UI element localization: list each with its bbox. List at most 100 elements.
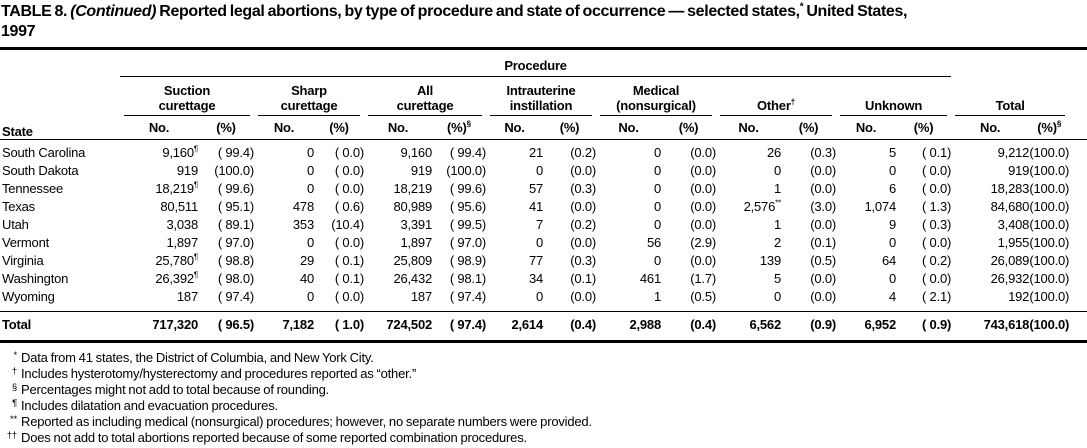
col-group-intrauterine-instillation: Intrauterine instillation [486, 77, 596, 116]
percent-cell: (0.5) [690, 289, 716, 304]
count-cell: 1,897 [400, 235, 432, 250]
count-cell: 9,160¶ [162, 144, 198, 160]
percent-cell: ( 0.1) [922, 145, 952, 160]
percent-cell: (2.9) [690, 235, 716, 250]
percent-cell: (0.0) [690, 199, 716, 214]
count-cell: 56 [646, 235, 661, 250]
percent-cell: (0.0) [810, 271, 836, 286]
count-cell: 9,160 [400, 145, 432, 160]
percent-cell: ( 95.1) [217, 199, 254, 214]
table-row: Vermont 1,897 ( 97.0) 0 ( 0.0) 1,897 ( 97.0) 0 (… [0, 234, 1087, 252]
col-header-no: No. [486, 116, 543, 140]
percent-cell: ( 97.0) [217, 235, 254, 250]
count-cell: 1 [773, 217, 781, 232]
count-cell: 0 [653, 145, 661, 160]
footnote-marker: ** [775, 198, 781, 208]
state-cell: Wyoming [2, 289, 55, 304]
title-continued: (Continued) [70, 3, 157, 20]
count-cell: 26,432 [393, 271, 432, 286]
percent-cell: (100.0) [1029, 235, 1070, 250]
percent-cell: (0.0) [570, 163, 596, 178]
percent-cell: (100.0) [1029, 253, 1070, 268]
count-cell: 1,955 [997, 235, 1030, 250]
table-row: Washington 26,392¶ ( 98.0) 40 ( 0.1) 26,432 ( … [0, 270, 1087, 288]
footnotes: * Data from 41 states, the District of Co… [0, 343, 1087, 448]
count-cell: 26,089 [990, 253, 1030, 268]
title-text-end: United States, [803, 3, 908, 20]
col-header-no: No. [596, 116, 661, 140]
percent-cell: (0.2) [570, 217, 596, 232]
percent-cell: (100.0) [1029, 311, 1087, 343]
footnote-marker: ¶ [193, 144, 198, 154]
state-cell: Vermont [2, 235, 50, 250]
percent-cell: (100.0) [1029, 271, 1070, 286]
percent-cell: ( 1.3) [922, 199, 952, 214]
count-cell: 3,391 [400, 217, 432, 232]
col-header-no: No. [364, 116, 432, 140]
footnote-text: Reported as including medical (nonsurgic… [21, 414, 592, 429]
count-cell: 0 [653, 199, 661, 214]
col-group-medical-nonsurgical: Medical (nonsurgical) [596, 77, 716, 116]
title-prefix: TABLE 8. [1, 3, 71, 20]
count-cell: 0 [306, 145, 314, 160]
percent-cell: ( 0.1) [334, 253, 364, 268]
percent-cell: ( 99.6) [449, 181, 486, 196]
procedure-header-row: Procedure [0, 50, 1087, 77]
percent-cell: ( 0.0) [922, 235, 952, 250]
count-cell: 0 [306, 163, 314, 178]
percent-cell: ( 99.4) [217, 145, 254, 160]
percent-cell: ( 0.0) [922, 271, 952, 286]
count-cell: 0 [535, 289, 543, 304]
footnote-marker: * [13, 350, 18, 361]
percent-cell: ( 0.0) [334, 235, 364, 250]
count-cell: 1 [653, 289, 661, 304]
count-cell: 0 [535, 235, 543, 250]
percent-cell: (0.0) [690, 217, 716, 232]
title-text: Reported legal abortions, by type of pro… [156, 3, 800, 20]
percent-cell: (0.0) [690, 253, 716, 268]
col-group-total: Total [951, 77, 1087, 116]
footnote-marker: ¶ [12, 398, 17, 409]
percent-cell: ( 0.0) [922, 181, 952, 196]
table-row: Virginia 25,780¶ ( 98.8) 29 ( 0.1) 25,809 ( 98… [0, 252, 1087, 270]
count-cell: 139 [759, 253, 781, 268]
count-cell: 26,932 [990, 271, 1030, 286]
percent-cell: (0.5) [810, 253, 836, 268]
count-cell: 1,074 [864, 199, 896, 214]
count-cell: 0 [773, 163, 781, 178]
count-cell: 743,618 [951, 311, 1029, 343]
count-cell: 34 [528, 271, 543, 286]
percent-cell: ( 98.1) [449, 271, 486, 286]
table-row: South Carolina 9,160¶ ( 99.4) 0 ( 0.0) 9,160 (… [0, 140, 1087, 163]
count-cell: 9,212 [997, 145, 1030, 160]
footnote-text: Data from 41 states, the District of Col… [21, 350, 374, 365]
count-cell: 25,780¶ [155, 252, 198, 268]
count-cell: 3,408 [997, 217, 1030, 232]
state-cell: Utah [2, 217, 29, 232]
percent-cell: ( 0.0) [334, 289, 364, 304]
spacer-cell [0, 50, 120, 77]
top-divider [0, 47, 1087, 50]
footnote-marker: ¶ [193, 180, 198, 190]
count-cell: 21 [528, 145, 543, 160]
count-cell: 5 [888, 145, 896, 160]
count-cell: 919 [176, 163, 198, 178]
group-header-row: Suction curettage Sharp curettage All cu… [0, 77, 1087, 116]
percent-cell: (0.1) [570, 271, 596, 286]
footnote-marker: ¶ [193, 270, 198, 280]
count-cell: 187 [410, 289, 432, 304]
table-body: South Carolina 9,160¶ ( 99.4) 0 ( 0.0) 9,160 (… [0, 140, 1087, 343]
col-header-pct: (%) [198, 116, 254, 140]
col-header-no: No. [120, 116, 198, 140]
col-header-pct: (%) [314, 116, 364, 140]
percent-cell: (0.0) [570, 199, 596, 214]
count-cell: 187 [176, 289, 198, 304]
percent-cell: ( 0.9) [896, 311, 951, 343]
col-header-pct: (%)§ [1029, 116, 1087, 140]
count-cell: 0 [306, 235, 314, 250]
count-cell: 6 [888, 181, 896, 196]
percent-cell: ( 1.0) [314, 311, 364, 343]
percent-cell: ( 0.3) [922, 217, 952, 232]
percent-cell: (10.4) [331, 217, 364, 232]
